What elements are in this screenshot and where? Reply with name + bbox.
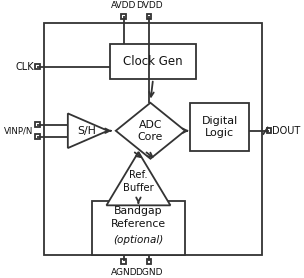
Bar xyxy=(147,14,151,19)
Bar xyxy=(44,23,262,255)
Text: Bandgap
Reference: Bandgap Reference xyxy=(111,206,166,229)
Text: DOUT: DOUT xyxy=(272,126,301,136)
Polygon shape xyxy=(68,113,108,148)
Text: VINP/N: VINP/N xyxy=(4,126,34,135)
Text: DVDD: DVDD xyxy=(136,1,162,9)
Bar xyxy=(92,201,185,255)
Text: Digital
Logic: Digital Logic xyxy=(202,116,238,138)
Text: AGND: AGND xyxy=(110,268,137,277)
Text: (optional): (optional) xyxy=(113,235,164,245)
Bar xyxy=(35,123,40,127)
Bar xyxy=(35,134,40,139)
Bar xyxy=(190,103,249,151)
Text: AVDD: AVDD xyxy=(111,1,136,9)
Bar xyxy=(267,128,271,133)
Text: ADC
Core: ADC Core xyxy=(138,120,163,142)
Polygon shape xyxy=(116,103,185,159)
Text: S/H: S/H xyxy=(77,126,96,136)
Text: CLK: CLK xyxy=(15,62,34,72)
Bar xyxy=(121,14,126,19)
Text: Clock Gen: Clock Gen xyxy=(123,55,183,68)
Bar xyxy=(121,259,126,264)
Bar xyxy=(35,64,40,69)
Text: DGND: DGND xyxy=(135,268,163,277)
Bar xyxy=(110,44,196,79)
Polygon shape xyxy=(106,152,171,205)
Bar xyxy=(147,259,151,264)
Text: Ref.
Buffer: Ref. Buffer xyxy=(123,170,154,193)
